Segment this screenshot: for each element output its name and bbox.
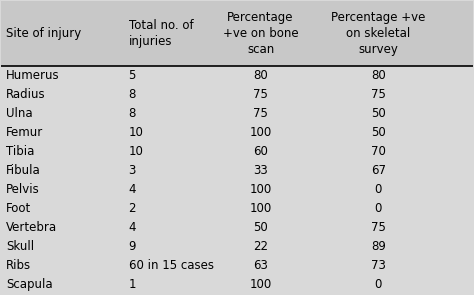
FancyBboxPatch shape (1, 1, 473, 66)
Text: Fibula: Fibula (6, 164, 41, 177)
Text: 10: 10 (128, 126, 144, 139)
Text: 5: 5 (128, 69, 136, 82)
Text: 60: 60 (253, 145, 268, 158)
Text: 75: 75 (371, 88, 386, 101)
Text: 100: 100 (249, 183, 272, 196)
Text: Site of injury: Site of injury (6, 27, 82, 40)
Text: 33: 33 (253, 164, 268, 177)
Text: 22: 22 (253, 240, 268, 253)
Text: 9: 9 (128, 240, 136, 253)
Text: 75: 75 (371, 221, 386, 234)
Text: 1: 1 (128, 278, 136, 291)
Text: 50: 50 (371, 126, 386, 139)
Text: 3: 3 (128, 164, 136, 177)
Text: 67: 67 (371, 164, 386, 177)
Text: Total no. of
injuries: Total no. of injuries (128, 19, 193, 48)
Text: 75: 75 (253, 107, 268, 120)
Text: 80: 80 (371, 69, 386, 82)
Text: 80: 80 (253, 69, 268, 82)
Text: Ribs: Ribs (6, 259, 31, 272)
Text: 50: 50 (371, 107, 386, 120)
Text: 60 in 15 cases: 60 in 15 cases (128, 259, 214, 272)
Text: Percentage
+ve on bone
scan: Percentage +ve on bone scan (223, 11, 298, 56)
Text: 73: 73 (371, 259, 386, 272)
Text: Scapula: Scapula (6, 278, 53, 291)
Text: 8: 8 (128, 107, 136, 120)
Text: Humerus: Humerus (6, 69, 60, 82)
Text: Pelvis: Pelvis (6, 183, 40, 196)
Text: Percentage +ve
on skeletal
survey: Percentage +ve on skeletal survey (331, 11, 426, 56)
Text: Radius: Radius (6, 88, 46, 101)
Text: 2: 2 (128, 202, 136, 215)
Text: 10: 10 (128, 145, 144, 158)
Text: 89: 89 (371, 240, 386, 253)
Text: Ulna: Ulna (6, 107, 33, 120)
Text: 4: 4 (128, 183, 136, 196)
Text: 0: 0 (374, 183, 382, 196)
Text: Vertebra: Vertebra (6, 221, 57, 234)
Text: Foot: Foot (6, 202, 31, 215)
Text: 0: 0 (374, 202, 382, 215)
Text: Femur: Femur (6, 126, 43, 139)
Text: 100: 100 (249, 202, 272, 215)
Text: 100: 100 (249, 126, 272, 139)
Text: 0: 0 (374, 278, 382, 291)
Text: Skull: Skull (6, 240, 34, 253)
Text: 70: 70 (371, 145, 386, 158)
Text: 8: 8 (128, 88, 136, 101)
Text: 100: 100 (249, 278, 272, 291)
Text: 50: 50 (253, 221, 268, 234)
Text: 63: 63 (253, 259, 268, 272)
Text: 4: 4 (128, 221, 136, 234)
Text: 75: 75 (253, 88, 268, 101)
Text: Tibia: Tibia (6, 145, 35, 158)
